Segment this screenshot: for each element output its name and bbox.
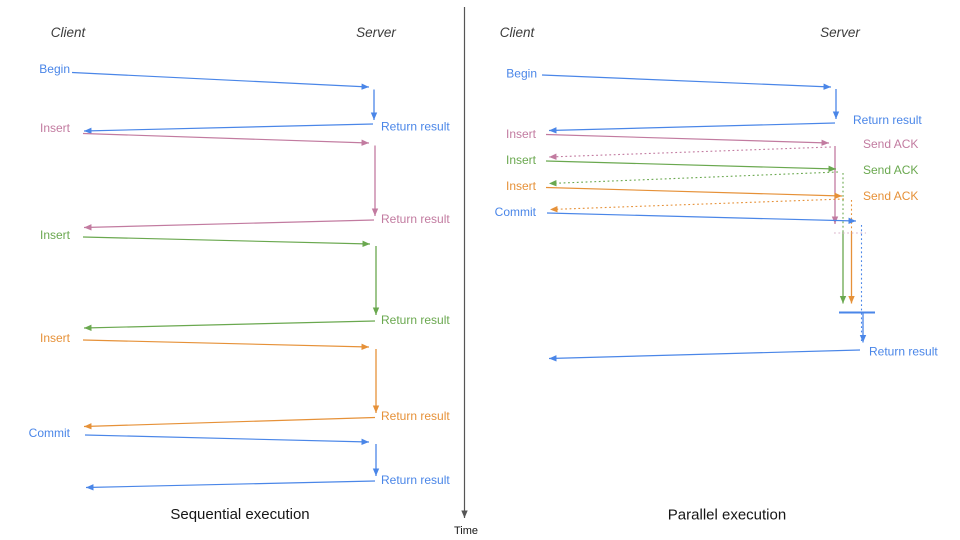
par-commit-return-label: Return result bbox=[869, 345, 938, 359]
seq-insert2-request-arrow bbox=[82, 236, 371, 248]
par-begin-return-arrow bbox=[548, 122, 836, 134]
seq-begin-label: Begin bbox=[39, 62, 70, 76]
sequential-diagram: Client Server Begin Return result Insert… bbox=[29, 25, 451, 523]
parallel-diagram: Client Server Begin Return result Insert… bbox=[495, 25, 939, 524]
seq-begin-return-arrow bbox=[83, 123, 374, 135]
seq-insert1-return-label: Return result bbox=[381, 212, 450, 226]
seq-insert2-return-label: Return result bbox=[381, 313, 450, 327]
seq-insert3-request-arrow bbox=[82, 339, 370, 351]
seq-commit-request-arrow bbox=[84, 434, 370, 446]
seq-begin-return-label: Return result bbox=[381, 120, 450, 134]
par-begin-return-label: Return result bbox=[853, 113, 922, 127]
par-begin-request-arrow bbox=[541, 74, 832, 90]
par-insert2-ack-label: Send ACK bbox=[863, 163, 918, 177]
par-commit-request-arrow bbox=[546, 212, 857, 225]
par-insert2-label: Insert bbox=[506, 153, 537, 167]
seq-client-header: Client bbox=[51, 25, 87, 40]
par-insert3-ack-label: Send ACK bbox=[863, 189, 918, 203]
seq-insert1-return-arrow bbox=[83, 219, 375, 231]
par-commit-return-arrow bbox=[548, 349, 861, 362]
seq-server-header: Server bbox=[356, 25, 396, 40]
par-insert3-label: Insert bbox=[506, 179, 537, 193]
time-axis: Time bbox=[454, 7, 478, 537]
par-insert2-ack-arrow bbox=[548, 171, 839, 187]
seq-commit-return-arrow bbox=[85, 480, 376, 491]
seq-insert3-return-label: Return result bbox=[381, 409, 450, 423]
par-server-header: Server bbox=[820, 25, 860, 40]
par-insert3-request-arrow bbox=[545, 186, 843, 199]
seq-commit-return-label: Return result bbox=[381, 473, 450, 487]
seq-begin-request-arrow bbox=[71, 71, 370, 90]
par-commit-label: Commit bbox=[495, 205, 537, 219]
par-begin-label: Begin bbox=[506, 67, 537, 81]
par-insert1-ack-label: Send ACK bbox=[863, 137, 918, 151]
seq-insert2-label: Insert bbox=[40, 228, 71, 242]
seq-insert3-return-arrow bbox=[83, 416, 376, 430]
parallel-title: Parallel execution bbox=[668, 507, 786, 524]
par-client-header: Client bbox=[500, 25, 536, 40]
seq-insert1-label: Insert bbox=[40, 121, 71, 135]
seq-insert3-label: Insert bbox=[40, 331, 71, 345]
seq-insert1-request-arrow bbox=[82, 132, 370, 146]
par-insert3-ack-arrow bbox=[549, 198, 845, 213]
par-insert2-request-arrow bbox=[545, 160, 837, 172]
par-insert1-label: Insert bbox=[506, 127, 537, 141]
sequential-title: Sequential execution bbox=[170, 506, 309, 523]
seq-commit-label: Commit bbox=[29, 426, 71, 440]
par-insert1-ack-arrow bbox=[548, 146, 832, 160]
time-axis-label: Time bbox=[454, 525, 478, 537]
seq-insert2-return-arrow bbox=[83, 320, 376, 332]
par-insert1-request-arrow bbox=[545, 133, 830, 146]
